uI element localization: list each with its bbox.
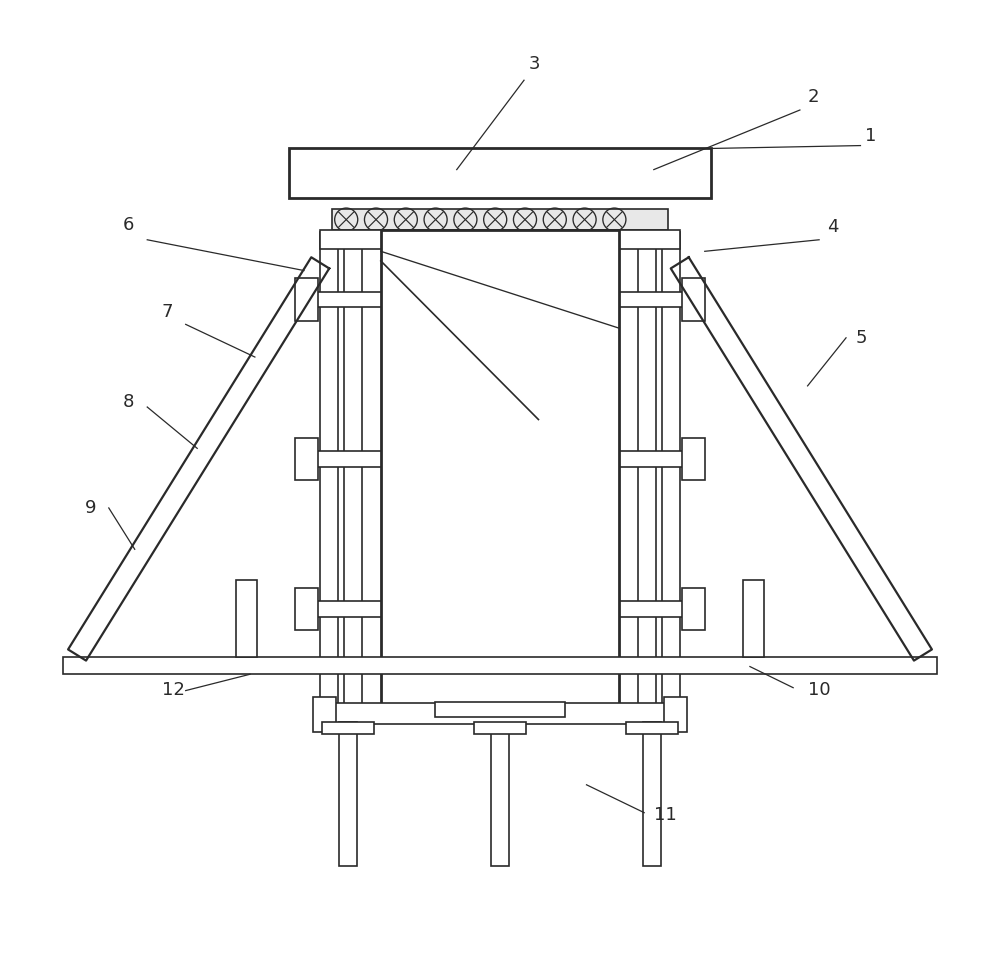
Text: 12: 12 <box>162 682 185 700</box>
Text: 11: 11 <box>654 806 677 824</box>
Bar <box>682 438 705 480</box>
Text: 5: 5 <box>856 329 867 347</box>
Bar <box>320 230 680 250</box>
Bar <box>322 722 374 734</box>
Bar <box>295 438 318 480</box>
Bar <box>289 148 711 199</box>
Text: 10: 10 <box>808 682 830 700</box>
Bar <box>344 232 362 712</box>
Bar <box>295 588 318 630</box>
Bar <box>332 209 668 230</box>
Text: 4: 4 <box>827 218 838 236</box>
Bar <box>320 232 338 712</box>
Bar <box>339 722 357 867</box>
Bar <box>664 697 687 732</box>
Text: 2: 2 <box>808 89 819 106</box>
Bar <box>662 232 680 712</box>
Bar <box>381 230 619 712</box>
Text: 1: 1 <box>865 127 877 145</box>
Bar <box>643 722 661 867</box>
Bar <box>63 656 937 674</box>
Text: 8: 8 <box>123 393 135 411</box>
Text: 7: 7 <box>162 303 173 321</box>
Text: 3: 3 <box>529 55 540 72</box>
Bar <box>682 588 705 630</box>
Bar <box>303 602 697 617</box>
Bar <box>320 703 680 724</box>
Bar <box>303 292 697 308</box>
Bar <box>435 702 565 717</box>
Bar <box>303 451 697 467</box>
Bar <box>743 580 764 656</box>
Bar <box>638 232 656 712</box>
Bar <box>236 580 257 656</box>
Bar <box>626 722 678 734</box>
Bar <box>474 722 526 734</box>
Bar <box>491 724 509 867</box>
Bar <box>295 279 318 320</box>
Bar <box>682 279 705 320</box>
Text: 9: 9 <box>85 498 96 517</box>
Bar <box>313 697 336 732</box>
Text: 6: 6 <box>123 216 135 234</box>
